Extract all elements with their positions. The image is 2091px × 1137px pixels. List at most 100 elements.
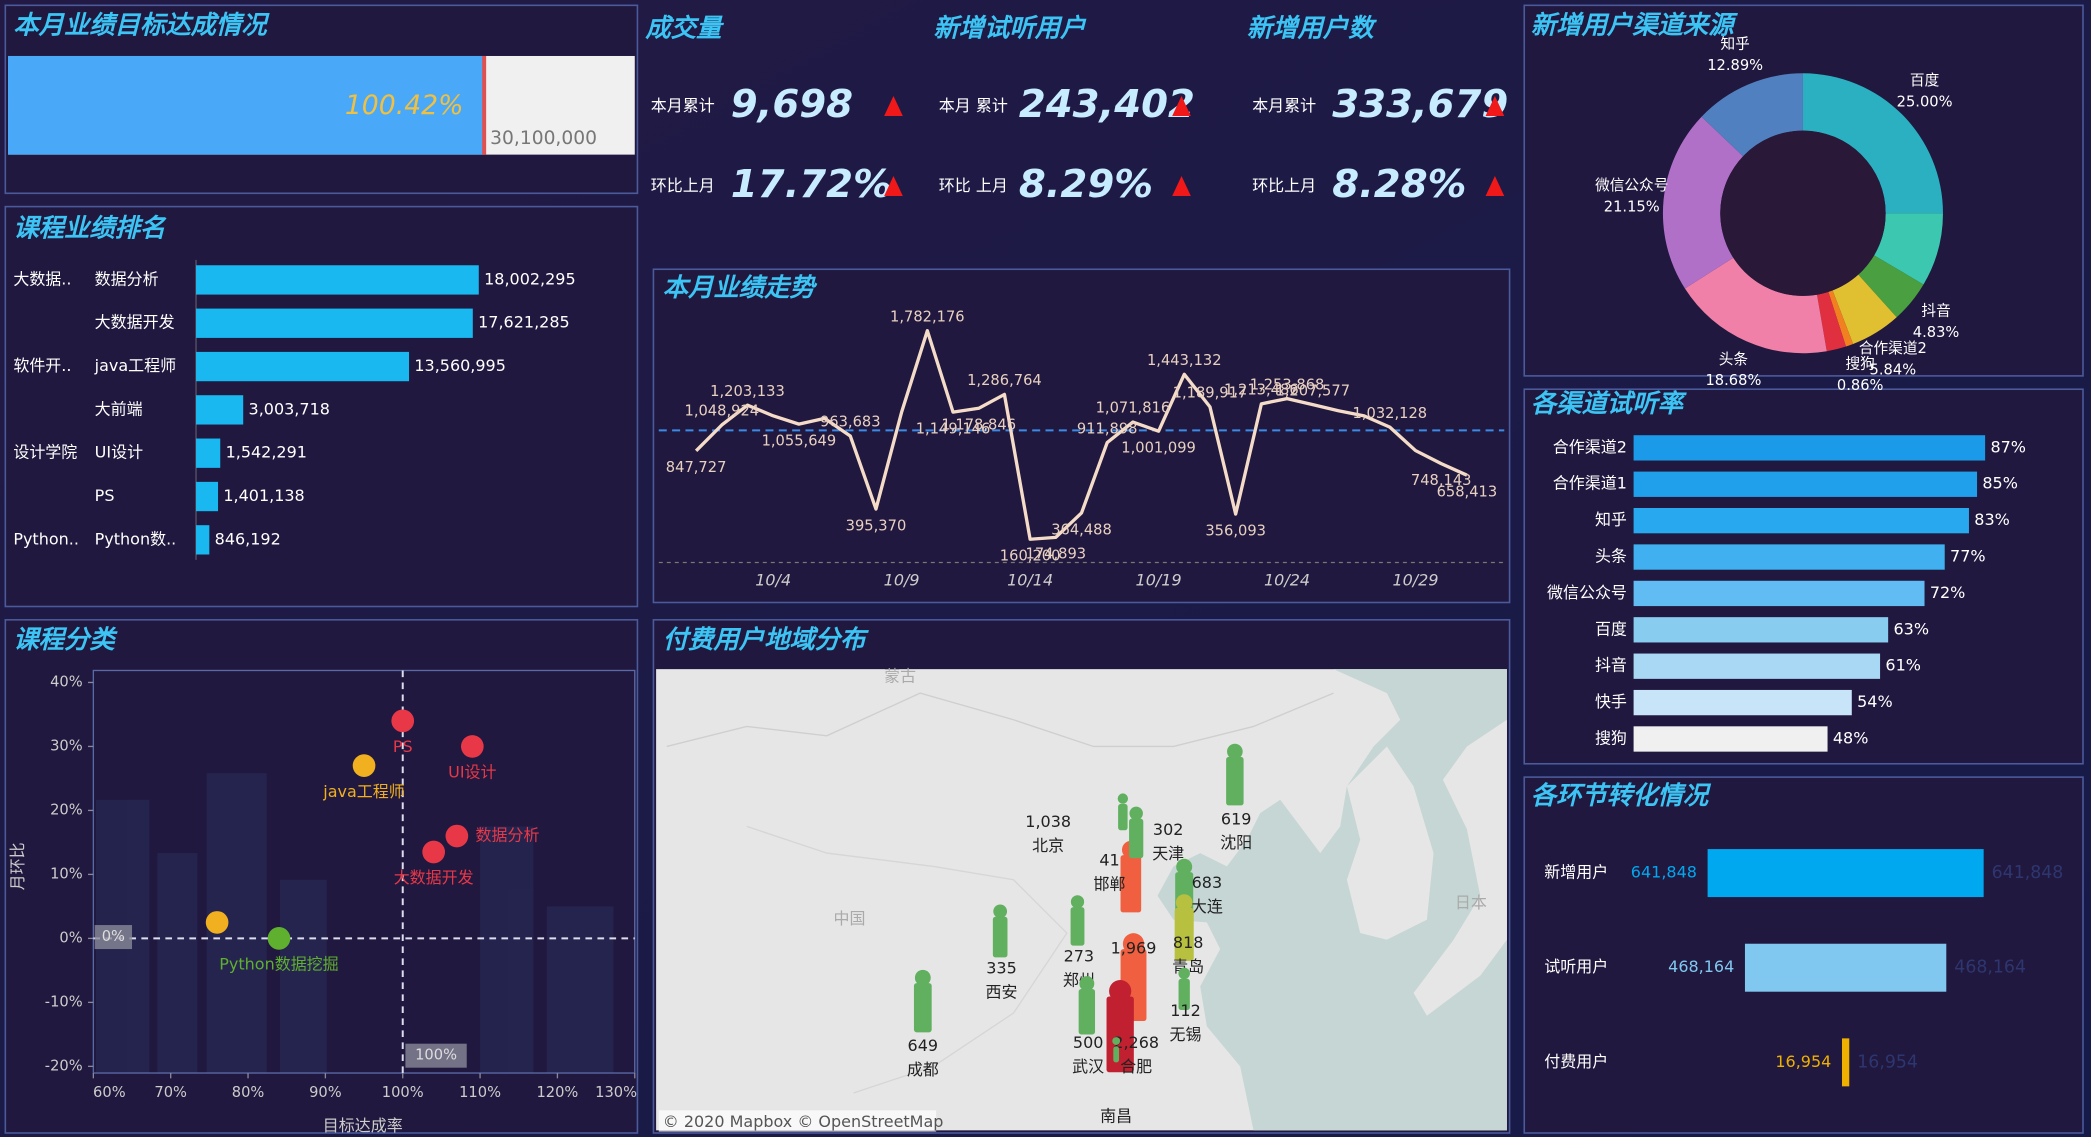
value-label: 16,954 [1775, 1052, 1831, 1071]
segment-name-label: 微信公众号 [1595, 177, 1668, 194]
marker-head [1122, 933, 1145, 955]
value-label: 83% [1974, 510, 2010, 529]
plot-frame [92, 669, 636, 1074]
y-tick-label: -10% [45, 993, 83, 1010]
x-tick-label: 70% [154, 1084, 187, 1101]
marker-body [1118, 803, 1128, 831]
panel [652, 268, 1511, 604]
value-label: 1,001,099 [1121, 439, 1196, 456]
city-marker [1070, 895, 1085, 946]
value-label: 911,898 [1077, 420, 1138, 437]
city-name-label: 合肥 [1120, 1057, 1152, 1076]
value-label: 1,189,917 [1173, 385, 1248, 402]
trend-up-icon [884, 95, 903, 116]
kpi-title: 成交量 [644, 12, 724, 42]
value-label: 1,207,577 [1275, 382, 1350, 399]
value-label: 72% [1930, 583, 1966, 602]
segment-value-label: 21.15% [1604, 198, 1660, 215]
value-label-dim: 16,954 [1857, 1052, 1918, 1072]
y-tick-label: 0% [59, 929, 82, 946]
marker-body [1226, 756, 1244, 806]
city-marker [992, 904, 1008, 958]
scatter-point [445, 824, 469, 848]
point-label: Python数据挖掘 [219, 955, 338, 974]
value-label: 641,848 [1631, 863, 1697, 882]
city-name-label: 成都 [907, 1060, 939, 1079]
value-label: 1,542,291 [226, 443, 307, 462]
building-silhouette [96, 773, 614, 1074]
marker-head [1227, 743, 1243, 760]
marker-head [1079, 976, 1095, 992]
donut-segment [1662, 116, 1744, 289]
city-name-label: 武汉 [1072, 1057, 1104, 1076]
value-label: 364,488 [1051, 521, 1112, 538]
category-label: 头条 [1595, 547, 1627, 566]
segment-value-label: 0.86% [1837, 377, 1884, 394]
category-label: 搜狗 [1595, 728, 1627, 747]
marker-head [914, 969, 931, 986]
donut-segment [1874, 213, 1943, 285]
value-label: 18,002,295 [484, 269, 576, 288]
value-label: 1,253,868 [1250, 376, 1325, 393]
bar [1633, 726, 1828, 752]
bar [1633, 544, 1945, 570]
value-label: 63% [1893, 619, 1929, 638]
map-border [666, 692, 1334, 748]
city-value-label: 818 [1173, 933, 1204, 952]
value-label: 1,032,128 [1353, 405, 1428, 422]
category-label: 大数据开发 [95, 313, 175, 332]
marker-head [1070, 895, 1085, 909]
marker-body [1113, 1046, 1120, 1063]
city-name-label: 北京 [1032, 836, 1064, 855]
value-label: 3,003,718 [249, 399, 330, 418]
kpi-value: 243,402 [1019, 82, 1195, 127]
value-label: 174,893 [1026, 546, 1087, 563]
trend-up-icon [884, 175, 903, 196]
donut-segment [1832, 274, 1897, 344]
segment-value-label: 5.84% [1870, 362, 1917, 379]
value-label-dim: 641,848 [1992, 863, 2064, 883]
kpi-label: 环比上月 [651, 176, 715, 195]
category-label: Python数.. [95, 529, 177, 548]
marker-head [1112, 1037, 1121, 1045]
scatter-point [422, 840, 446, 864]
value-label: 87% [1990, 437, 2026, 456]
marker-head [993, 904, 1008, 919]
city-value-label: 112 [1170, 1001, 1201, 1020]
x-tick-label: 110% [459, 1084, 501, 1101]
panel-title: 课程业绩排名 [13, 212, 167, 242]
bar [196, 525, 210, 555]
panel-title: 各渠道试听率 [1531, 388, 1688, 418]
city-value-label: 335 [986, 959, 1017, 978]
city-marker [913, 969, 932, 1033]
x-tick-label: 120% [536, 1084, 578, 1101]
city-value-label: 1,038 [1025, 812, 1071, 831]
value-label: 1,048,924 [684, 403, 759, 420]
bar [1633, 435, 1986, 461]
trend-up-icon [1172, 95, 1191, 116]
funnel-bar [1841, 1038, 1850, 1087]
segment-name-label: 知乎 [1721, 36, 1750, 53]
bar [1633, 617, 1889, 643]
stage-label: 付费用户 [1544, 1052, 1608, 1071]
point-label: 大数据开发 [394, 868, 474, 887]
city-value-label: 2,268 [1113, 1033, 1159, 1052]
panel-title: 本月业绩走势 [663, 272, 818, 302]
city-name-label: 西安 [986, 983, 1018, 1002]
kpi-value: 8.29% [1019, 162, 1153, 207]
bar [196, 395, 244, 425]
panel-title: 各环节转化情况 [1531, 780, 1712, 810]
group-label: Python.. [13, 529, 79, 548]
value-label: 963,683 [820, 414, 881, 431]
category-label: 抖音 [1595, 656, 1627, 675]
x-tick-label: 90% [309, 1084, 342, 1101]
group-label: 大数据.. [13, 269, 71, 288]
marker-body [1120, 855, 1142, 913]
segment-value-label: 25.00% [1897, 93, 1953, 110]
trend-up-icon [1172, 175, 1191, 196]
point-label: 数据分析 [476, 826, 540, 845]
marker-head [1129, 806, 1143, 821]
marker-body [1178, 978, 1190, 1011]
